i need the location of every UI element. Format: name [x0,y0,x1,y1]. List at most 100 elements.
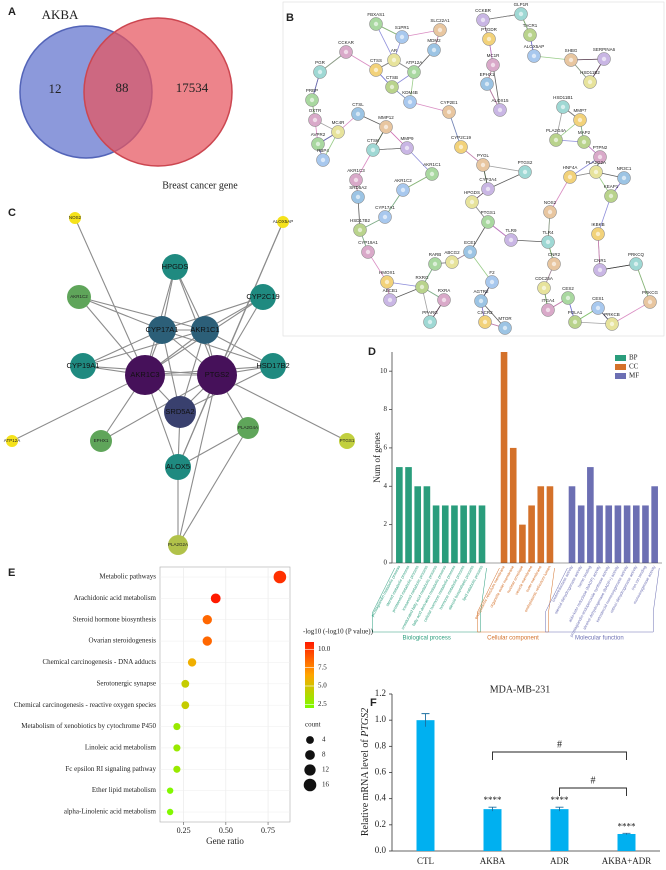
network-edge [161,296,264,331]
network-edge [74,217,146,376]
error-bar [488,806,497,812]
network-edge [177,427,249,468]
network-node-core [560,104,566,110]
y-tick-label: 10 [380,367,388,375]
network-node-core [437,27,443,33]
network-node-core [355,194,361,200]
network-node-label: ATP12A [4,438,20,443]
y-tick-label: Steroid hormone biosynthesis [73,615,156,623]
network-node-label: SRD5A2 [165,407,194,416]
network-node-label: PREP [306,88,318,93]
venn-count: 12 [49,81,62,96]
y-axis-label: Relative mRNA level of PTGS2 [360,708,371,836]
network-node [125,355,165,395]
network-node-core [647,299,653,305]
x-tick-label: 0.50 [219,826,233,835]
bar [651,486,658,563]
network-node-core [480,162,486,168]
network-edge [487,171,526,190]
network-node-label: RBP4 [317,148,329,153]
y-tick-label: 4 [384,482,388,490]
network-node-label: ALOX5AP [273,219,294,224]
network-node-core [449,259,455,265]
network-node-label: CYP19A1 [358,240,378,245]
network-node-core [383,124,389,130]
network-node-label: TACR1 [523,23,538,28]
network-node-core [489,279,495,285]
network-node-label: PLA2G2A [168,542,188,547]
y-axis-label-gene: PTGS2 [360,708,371,738]
group-label: Cellular component [487,636,539,642]
network-node-label: ALOX5AP [524,44,545,49]
y-tick-label: 0.8 [375,740,387,750]
network-node-core [404,145,410,151]
group-bracket [477,567,555,633]
network-node-core [387,297,393,303]
bar [605,505,613,563]
x-tick-label: AKBA [480,856,506,866]
network-node-core [508,237,514,243]
y-tick-label: Ovarian steroidogenesis [89,637,157,645]
network-node-core [547,209,553,215]
network-node-label: CDC25A [535,276,553,281]
network-node-core [482,319,488,325]
network-node [69,212,81,224]
group-label: Molecular function [575,636,624,642]
network-node-core [384,279,390,285]
network-node-label: AGTR2 [473,289,489,294]
y-tick-label: 1.2 [375,688,386,698]
network-node-label: MDM2 [427,38,441,43]
network-edge [177,374,218,546]
network-node [250,284,276,310]
dot [273,570,287,584]
network-node-label: AKR1C2 [394,178,412,183]
network-node-core [609,321,615,327]
group-bracket [545,567,660,633]
dot [187,658,197,667]
y-tick-label: Ether lipid metabolism [92,786,157,794]
network-node-label: EPHX1 [94,438,109,443]
network-node-core [441,297,447,303]
network-node-label: OXTR [309,108,322,113]
network-edge [11,374,146,442]
dot [173,722,181,731]
panel-label: E [8,567,15,579]
venn-label: AKBA [42,7,79,22]
network-node-label: PLA2G2A [586,160,606,165]
network-node-label: IKBKB [591,222,604,227]
network-node-core [469,199,475,205]
venn-right [83,17,233,167]
network-node-label: AKR1C3 [130,370,159,379]
legend-label: MF [629,372,639,380]
bar [432,505,440,563]
network-node-core [545,239,551,245]
x-tick-label: 0.75 [261,826,275,835]
network-node-core [399,34,405,40]
error-bar [622,832,631,835]
bar [587,467,594,563]
network-node-core [531,53,537,59]
network-node-core [568,57,574,63]
network-node [70,353,96,379]
network-node-label: CYP17A1 [375,205,395,210]
legend-label: 12 [322,766,330,774]
network-node-core [429,171,435,177]
network-node-core [370,147,376,153]
bar [519,524,526,563]
network-node-core [485,219,491,225]
network-node-label: HNF4A [563,165,578,170]
network-node-label: SHBG [565,48,578,53]
bar [396,467,403,563]
network-node-label: PGR [315,60,326,65]
network-node-label: MAP2 [578,130,591,135]
legend-label: 16 [322,781,330,789]
bar [632,505,640,563]
network-node-label: AR [391,48,398,53]
network-node-core [411,69,417,75]
network-node-core [400,187,406,193]
network-node-core [565,295,571,301]
network-edge [216,374,348,442]
network-node-label: PYGL [477,153,490,158]
y-tick-label: 6 [384,444,388,452]
